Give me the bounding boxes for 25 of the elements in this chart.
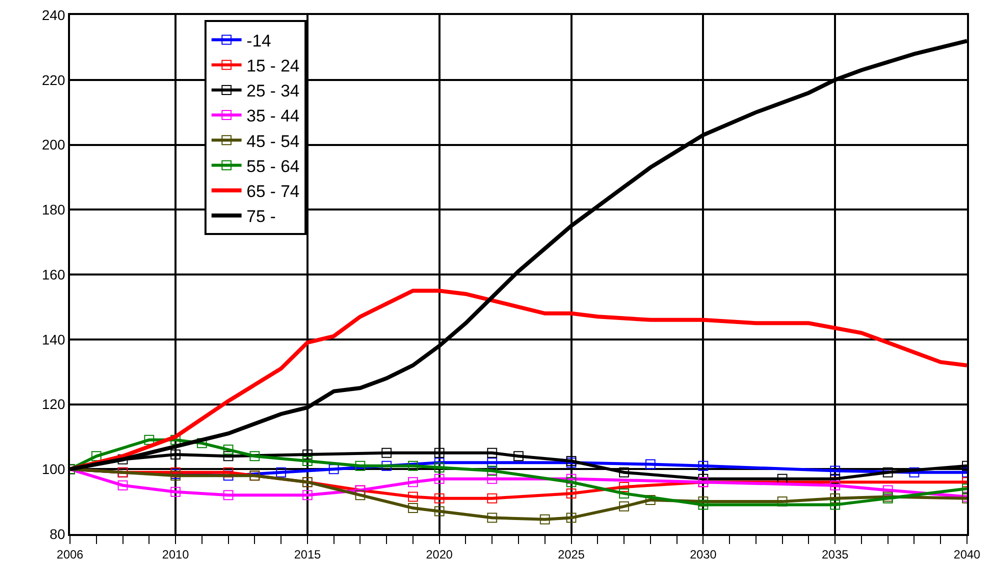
y-tick-label: 80 [50,526,66,542]
legend-label: 45 - 54 [246,132,300,151]
y-tick-label: 220 [42,72,66,88]
y-tick-label: 240 [42,6,66,23]
y-tick-label: 200 [42,136,66,153]
legend-label: 55 - 64 [246,156,300,176]
legend-label: 75 - [246,207,276,226]
x-tick-label: 2015 [294,547,322,562]
x-tick-label: 2025 [558,547,585,562]
y-tick-label: 120 [42,396,66,412]
legend-label: 35 - 44 [246,106,300,126]
y-tick-label: 140 [42,331,66,348]
x-tick-label: 2006 [56,547,84,562]
y-tick-label: 180 [42,202,66,218]
legend-label: -14 [246,31,272,50]
x-tick-label: 2040 [954,547,981,562]
x-tick-label: 2035 [822,547,849,562]
y-tick-label: 160 [42,266,66,282]
x-tick-label: 2020 [426,547,454,562]
legend-label: 25 - 34 [246,82,300,101]
legend-label: 65 - 74 [246,182,300,201]
x-tick-label: 2030 [690,547,717,562]
x-tick-label: 2010 [162,547,190,562]
y-tick-label: 100 [42,461,66,478]
legend-label: 15 - 24 [246,56,300,76]
